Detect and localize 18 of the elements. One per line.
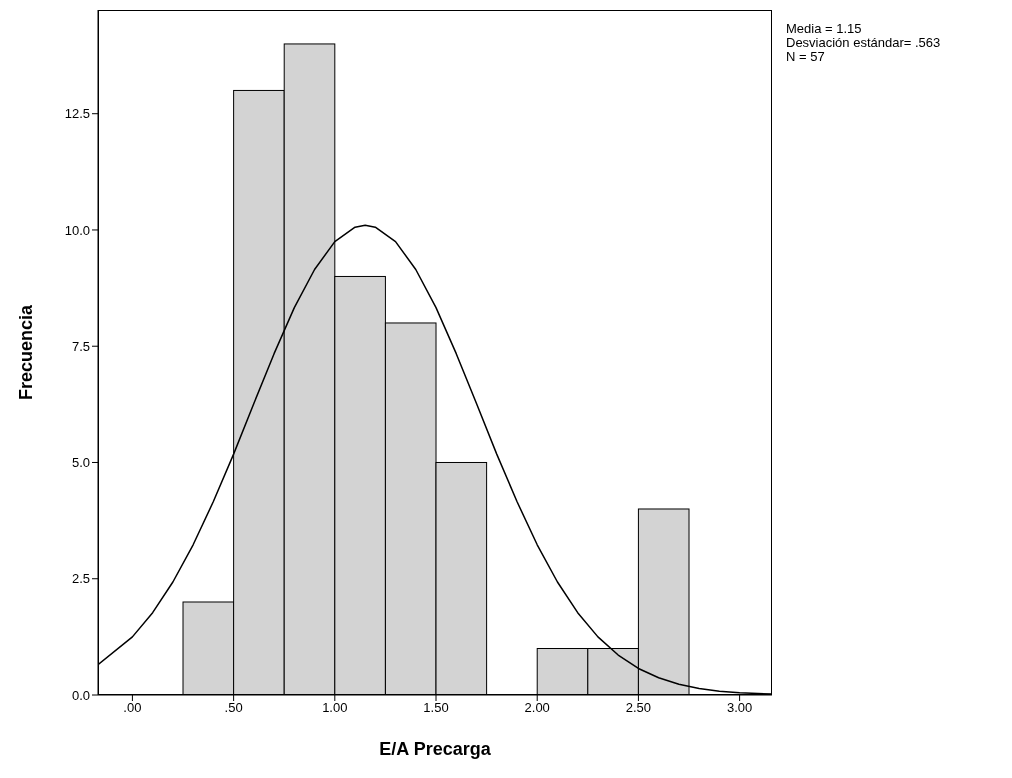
- x-axis-title: E/A Precarga: [379, 739, 492, 759]
- y-tick-label: 7.5: [71, 338, 90, 354]
- x-tick-label: 2.50: [625, 700, 652, 716]
- text: Media = 1.15: [786, 21, 863, 36]
- y-tick-label: 0.0: [71, 687, 90, 703]
- x-tick-label: 2.00: [524, 700, 550, 716]
- y-tick-label: 10.0: [64, 222, 90, 238]
- y-axis-title: Frecuencia: [16, 303, 37, 401]
- x-tick-label: .50: [224, 700, 243, 716]
- x-tick-label: 3.00: [726, 700, 753, 716]
- text: Desviación estándar= .563: [786, 35, 941, 50]
- y-tick-label: 2.5: [71, 571, 90, 587]
- x-tick-label: 1.50: [423, 700, 449, 716]
- x-tick-label: .00: [123, 700, 142, 716]
- y-tick-label: 12.5: [64, 106, 90, 122]
- text: N = 57: [786, 49, 826, 64]
- x-tick-label: 1.00: [322, 700, 348, 716]
- y-tick-label: 5.0: [71, 455, 90, 471]
